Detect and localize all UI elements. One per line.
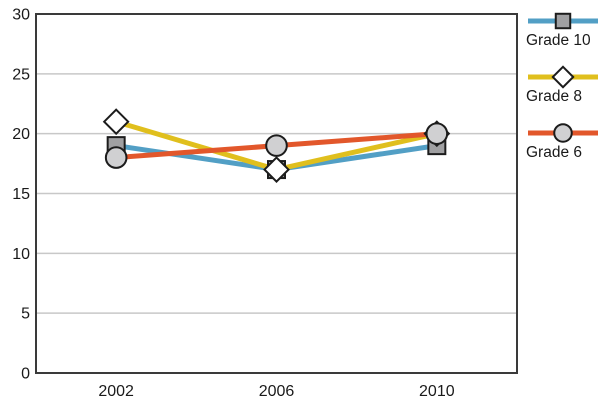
legend-grade-6-circle-marker (553, 123, 573, 143)
datapoint-grade-6-2010-circle-marker (425, 122, 449, 145)
x-tick-label-2002: 2002 (98, 383, 134, 400)
datapoint-grade-6-2002-circle-marker (104, 146, 128, 169)
x-tick-label-2010: 2010 (419, 383, 455, 400)
datapoint-grade-8-2002-diamond-marker (102, 108, 130, 136)
legend-label-grade-6: Grade 6 (526, 144, 582, 161)
y-tick-label-25: 25 (12, 66, 30, 83)
y-tick-label-0: 0 (21, 366, 30, 383)
legend-grade-8-diamond-marker (551, 65, 575, 89)
x-tick-label-2006: 2006 (259, 383, 295, 400)
y-tick-label-20: 20 (12, 126, 30, 143)
y-tick-label-15: 15 (12, 186, 30, 203)
legend-label-grade-10: Grade 10 (526, 32, 591, 49)
datapoint-grade-8-2006-diamond-marker (263, 156, 290, 183)
legend-label-grade-8: Grade 8 (526, 88, 582, 105)
plot-border (35, 13, 518, 374)
y-tick-label-5: 5 (21, 306, 30, 323)
y-tick-label-10: 10 (12, 246, 30, 263)
legend-grade-10-square-marker (554, 12, 572, 30)
datapoint-grade-6-2006-circle-marker (265, 134, 288, 157)
y-tick-label-30: 30 (12, 7, 30, 24)
